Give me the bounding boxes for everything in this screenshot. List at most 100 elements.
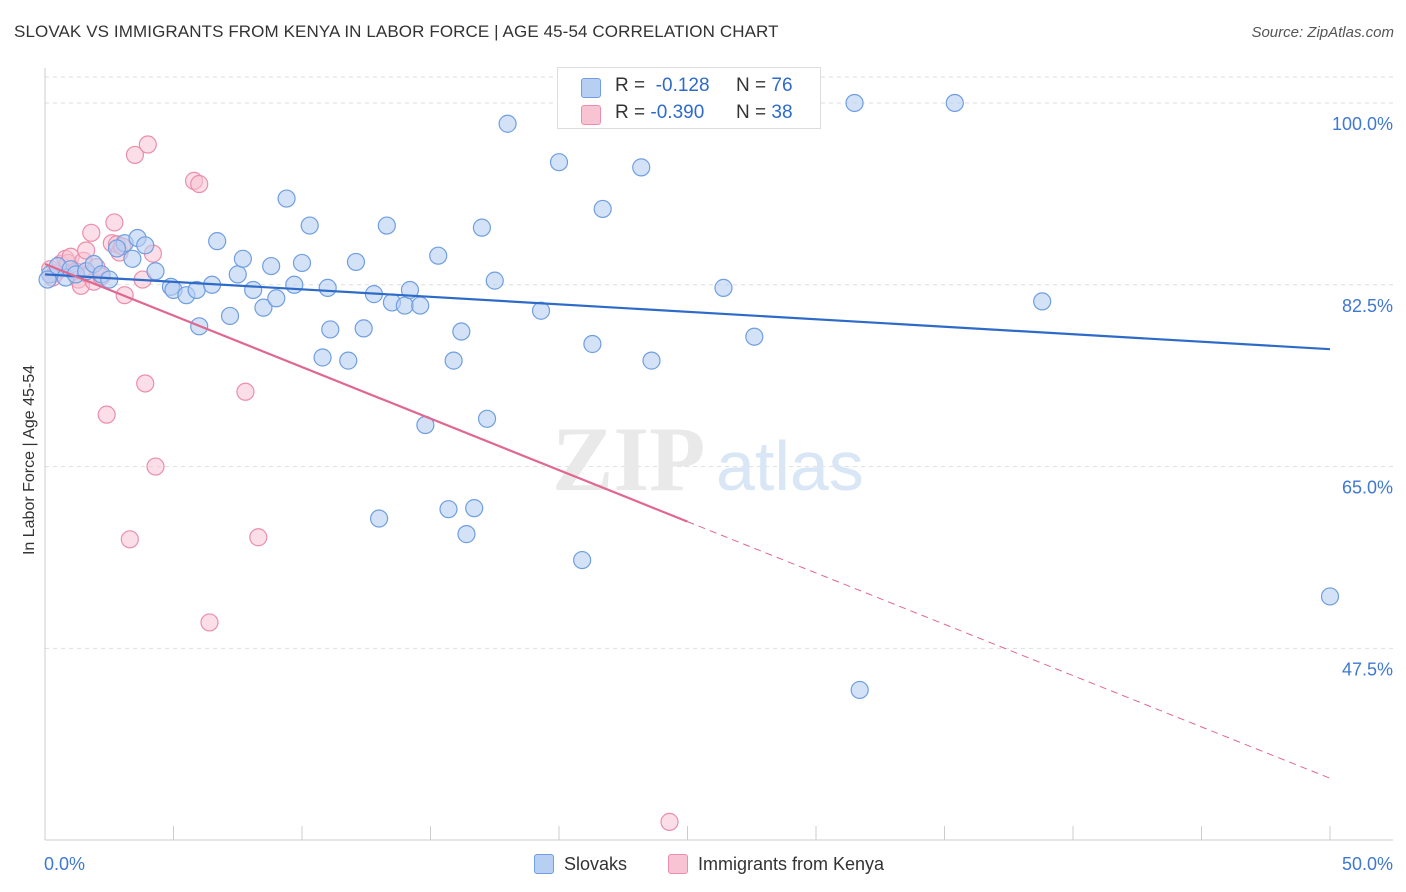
watermark-atlas: atlas [716,427,864,505]
slovak-point [321,320,340,339]
slovak-point [945,93,964,113]
slovak-point [439,500,458,519]
kenya-point [146,457,165,476]
kenya-point [138,135,157,154]
slovak-point [136,236,155,255]
slovak-point [244,280,263,300]
stats-row-kenya: R = -0.390 N = 38 [558,99,820,129]
slovak-point [262,256,281,276]
slovak-point [1033,292,1052,311]
kenya-point [120,530,139,549]
kenya-point [236,382,255,401]
slovak-point [593,199,612,219]
slovak-point [267,289,286,308]
kenya-point [125,145,145,165]
slovak-point [354,319,373,338]
legend-swatch-kenya [668,854,688,874]
slovak-point [377,216,396,235]
slovak-point [254,298,273,317]
legend-swatch-slovaks [534,854,554,874]
y-tick-label: 82.5% [1342,296,1393,316]
stats-n-value: 76 [771,75,793,96]
kenya-point [136,374,155,393]
slovak-point [400,280,420,300]
watermark-zip: ZIP [552,408,705,510]
slovak-point [107,239,127,258]
stats-r-value: -0.390 [650,102,705,123]
stats-row-slovaks: R = -0.128 N = 76 [558,72,820,102]
slovak-point [745,327,764,346]
stats-n: N = 76 [736,75,793,97]
slovak-point [395,296,414,315]
kenya-point [200,613,219,632]
slovak-point [444,351,463,370]
slovaks-trend-line [44,273,1331,351]
slovak-point [850,680,869,700]
stats-n-value: 38 [771,102,793,123]
slovak-point [100,270,119,289]
slovak-point [477,409,497,428]
source-credit: Source: ZipAtlas.com [1251,24,1394,41]
kenya-point [97,405,116,424]
trend-layer [44,262,1331,779]
slovak-point [573,550,592,570]
slovak-point [411,296,430,315]
slovak-point [339,351,358,370]
slovak-point [228,265,247,284]
slovak-point [313,348,332,367]
y-tick-label: 100.0% [1332,114,1393,134]
slovak-point [292,253,312,273]
slovak-point [642,351,661,370]
stats-r-label: R = [615,102,646,123]
stats-n: N = 38 [736,102,793,124]
stats-swatch-slovaks [581,78,601,98]
slovak-point [452,322,471,341]
slovak-point [472,218,491,237]
legend-item-slovaks[interactable]: Slovaks [534,850,627,878]
slovak-point [277,189,296,208]
slovak-point [845,93,864,113]
axes-layer [44,68,1393,841]
stats-r: R = -0.390 [615,102,704,124]
slovak-point [370,509,389,528]
kenya-point [82,223,101,242]
chart-title: SLOVAK VS IMMIGRANTS FROM KENYA IN LABOR… [14,22,779,41]
slovak-point [285,275,304,294]
slovak-point [465,499,484,518]
legend-item-kenya[interactable]: Immigrants from Kenya [668,850,884,878]
slovak-point [632,158,651,177]
kenya-trend-extension [687,521,1331,779]
slovak-point [208,232,227,251]
bottom-legend: Slovaks Immigrants from Kenya [0,850,1406,880]
slovak-point [146,262,165,281]
slovak-point [498,114,517,133]
slovak-point [583,334,602,354]
x-tick-label: 0.0% [44,854,85,874]
slovak-point [549,153,569,172]
x-tick-label: 50.0% [1342,854,1393,874]
slovak-point [220,306,240,326]
kenya-point [105,213,124,232]
kenya-point [190,174,209,194]
slovak-point [123,249,142,268]
slovak-point [300,216,319,235]
kenya-trend-line [44,262,688,523]
slovak-point [531,301,551,320]
series-slovaks-points [38,93,1340,700]
stats-n-label: N = [736,102,767,123]
slovak-point [457,525,476,544]
y-tick-label: 65.0% [1342,478,1393,498]
stats-swatch-kenya [581,105,601,125]
grid-layer [45,76,1393,649]
slovak-point [485,271,504,290]
slovak-point [233,249,252,268]
slovak-point [1320,587,1340,606]
y-tick-label: 47.5% [1342,659,1393,679]
kenya-point [77,241,96,260]
stats-r-value: -0.128 [655,75,710,96]
slovak-point [318,278,337,297]
legend-label-slovaks: Slovaks [564,853,628,874]
stats-r-label: R = [615,75,646,96]
slovak-point [429,246,448,265]
